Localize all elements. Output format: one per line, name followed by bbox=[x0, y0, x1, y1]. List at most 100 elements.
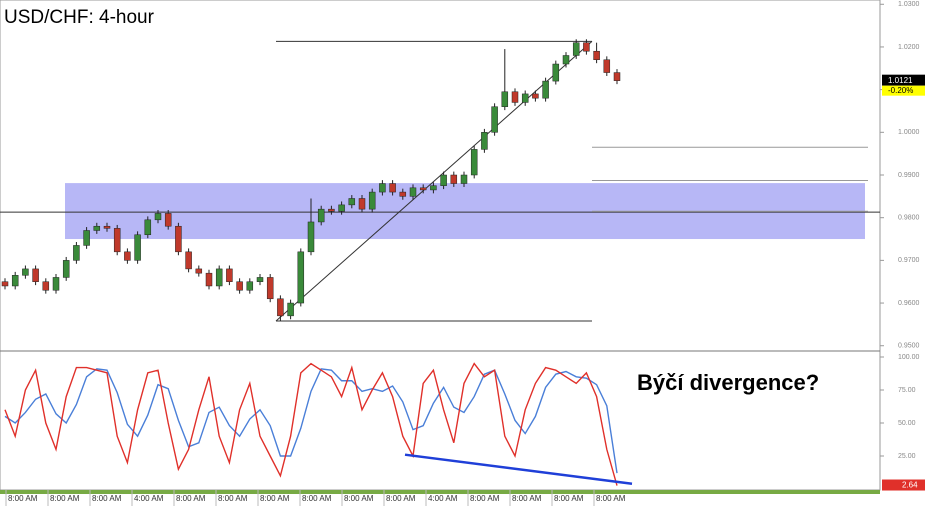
time-strip bbox=[0, 490, 880, 494]
candle-body bbox=[613, 72, 621, 81]
y-tick-label: 1.0000 bbox=[898, 129, 920, 136]
osc-tick-label: 25.00 bbox=[898, 453, 916, 460]
candle-body bbox=[389, 183, 396, 193]
candle-body bbox=[195, 268, 203, 274]
candle-body bbox=[338, 204, 345, 212]
candle-body bbox=[83, 230, 90, 246]
candle-body bbox=[226, 268, 233, 282]
candle-body bbox=[481, 132, 488, 150]
osc-tick-label: 100.00 bbox=[898, 354, 920, 361]
candle-body bbox=[1, 281, 9, 287]
candle-body bbox=[399, 191, 407, 197]
candle-body bbox=[511, 91, 519, 103]
trend-diagonal bbox=[275, 41, 593, 322]
candle-body bbox=[124, 251, 131, 261]
candle-body bbox=[368, 191, 376, 210]
candle-body bbox=[236, 281, 243, 291]
x-tick-label: 8:00 AM bbox=[260, 494, 290, 503]
osc-tick-label: 75.00 bbox=[898, 387, 916, 394]
divergence-line bbox=[404, 453, 633, 485]
candle-body bbox=[277, 298, 284, 317]
candle-body bbox=[103, 225, 111, 229]
change-label: -0.20% bbox=[888, 86, 913, 95]
x-tick-label: 4:00 AM bbox=[428, 494, 458, 503]
candle-body bbox=[348, 198, 356, 206]
candle-body bbox=[440, 174, 447, 186]
candle-body bbox=[266, 277, 274, 300]
x-tick-label: 8:00 AM bbox=[50, 494, 80, 503]
candle-body bbox=[593, 50, 600, 61]
candle-body bbox=[328, 208, 335, 212]
candle-body bbox=[113, 228, 121, 253]
candle-body bbox=[93, 225, 101, 231]
candle-body bbox=[603, 59, 611, 73]
candle-body bbox=[32, 268, 39, 282]
candle-body bbox=[542, 80, 549, 99]
chart-title: USD/CHF: 4-hour bbox=[4, 7, 155, 28]
candle-body bbox=[164, 213, 172, 227]
candle-body bbox=[430, 185, 437, 191]
candle-body bbox=[317, 208, 325, 223]
x-tick-label: 8:00 AM bbox=[344, 494, 374, 503]
candle-body bbox=[144, 219, 152, 236]
candle-body bbox=[62, 260, 70, 278]
candle-body bbox=[501, 91, 509, 107]
x-tick-label: 4:00 AM bbox=[134, 494, 164, 503]
candle-body bbox=[205, 272, 213, 287]
x-tick-label: 8:00 AM bbox=[554, 494, 584, 503]
candle-body bbox=[297, 251, 305, 304]
candle-body bbox=[419, 187, 427, 191]
x-tick-label: 8:00 AM bbox=[176, 494, 206, 503]
candle-body bbox=[470, 149, 478, 176]
x-tick-label: 8:00 AM bbox=[302, 494, 332, 503]
x-tick-label: 8:00 AM bbox=[8, 494, 38, 503]
y-tick-label: 0.9600 bbox=[898, 300, 920, 307]
candle-body bbox=[73, 245, 80, 261]
osc-last-label: 2.64 bbox=[902, 481, 918, 490]
plot-frame bbox=[0, 0, 881, 491]
change-box bbox=[882, 85, 925, 96]
candle-body bbox=[491, 106, 498, 133]
annotation: Býčí divergence? bbox=[637, 370, 819, 395]
x-tick-label: 8:00 AM bbox=[218, 494, 248, 503]
candle-body bbox=[460, 174, 468, 184]
x-tick-label: 8:00 AM bbox=[470, 494, 500, 503]
last-price-label: 1.0121 bbox=[888, 76, 913, 85]
candle-body bbox=[562, 55, 570, 65]
candle-body bbox=[256, 277, 264, 282]
candle-body bbox=[246, 281, 254, 291]
candle-body bbox=[532, 93, 539, 99]
x-tick-label: 8:00 AM bbox=[512, 494, 542, 503]
x-tick-label: 8:00 AM bbox=[596, 494, 626, 503]
candle-body bbox=[11, 275, 19, 287]
candle-body bbox=[379, 183, 386, 193]
x-tick-label: 8:00 AM bbox=[386, 494, 416, 503]
y-tick-label: 1.0300 bbox=[898, 1, 920, 8]
candle-body bbox=[572, 42, 580, 56]
candle-body bbox=[215, 268, 223, 287]
candle-body bbox=[154, 213, 162, 221]
candle-body bbox=[552, 63, 560, 82]
candle-body bbox=[409, 187, 417, 197]
candle-body bbox=[185, 251, 192, 270]
osc-line bbox=[4, 362, 618, 486]
x-tick-label: 8:00 AM bbox=[92, 494, 122, 503]
candle-body bbox=[134, 234, 141, 261]
candle-body bbox=[175, 225, 182, 253]
candle-body bbox=[307, 221, 315, 253]
candle-body bbox=[42, 281, 50, 291]
candle-body bbox=[583, 42, 590, 52]
candle-body bbox=[358, 198, 366, 210]
y-tick-label: 0.9800 bbox=[898, 215, 920, 222]
y-tick-label: 0.9700 bbox=[898, 257, 920, 264]
y-tick-label: 0.9900 bbox=[898, 172, 920, 179]
candle-body bbox=[52, 277, 60, 291]
y-tick-label: 1.0200 bbox=[898, 44, 920, 51]
osc-line bbox=[4, 368, 618, 474]
osc-tick-label: 50.00 bbox=[898, 420, 916, 427]
candle-body bbox=[287, 302, 294, 317]
y-tick-label: 0.9500 bbox=[898, 343, 920, 350]
last-price-box bbox=[882, 74, 925, 86]
candle-body bbox=[521, 93, 529, 103]
